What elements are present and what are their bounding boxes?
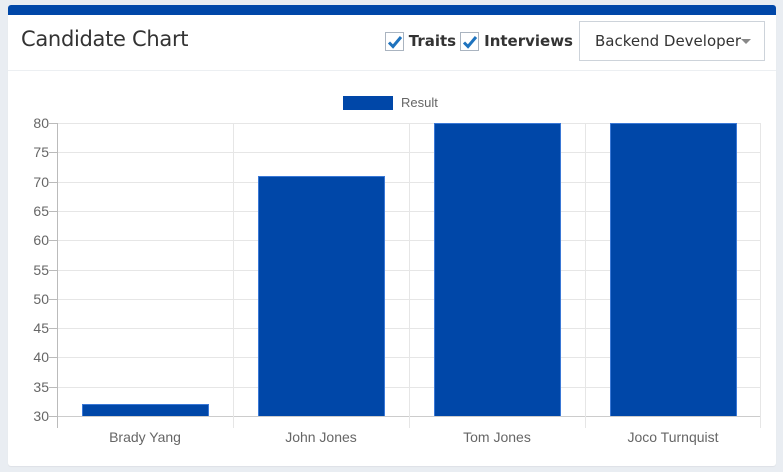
plot-area: 80 75 70 65 60 55 50 45 40 35 30 Brady Y… — [33, 115, 761, 445]
bar-joco-turnquist[interactable] — [609, 123, 737, 416]
vertical-gridline — [409, 123, 410, 428]
y-tick-label: 30 — [33, 408, 49, 424]
caret-down-icon — [741, 39, 751, 44]
traits-label: Traits — [408, 32, 457, 50]
interviews-label: Interviews — [484, 32, 573, 50]
gridline — [57, 240, 760, 241]
gridline — [57, 270, 760, 271]
gridline — [57, 387, 760, 388]
y-tick-label: 60 — [33, 232, 49, 248]
checkbox-checked-icon[interactable] — [460, 31, 480, 51]
y-tick-label: 55 — [33, 262, 49, 278]
gridline — [57, 357, 760, 358]
card-header: Candidate Chart Traits Interviews Backen… — [8, 15, 776, 71]
gridline — [57, 299, 760, 300]
gridline — [57, 211, 760, 212]
y-tick-label: 35 — [33, 379, 49, 395]
bar-chart: Result — [8, 71, 776, 466]
y-tick — [49, 387, 57, 388]
traits-checkbox[interactable]: Traits — [384, 31, 457, 51]
y-tick — [49, 152, 57, 153]
role-select-value: Backend Developer — [595, 32, 742, 50]
vertical-gridline — [585, 123, 586, 428]
y-tick — [49, 182, 57, 183]
chart-legend[interactable]: Result — [343, 95, 438, 110]
y-tick — [49, 328, 57, 329]
y-tick — [49, 416, 57, 417]
checkbox-checked-icon[interactable] — [384, 31, 404, 51]
bar-brady-yang[interactable] — [81, 404, 209, 416]
vertical-gridline — [760, 123, 761, 428]
y-tick-label: 45 — [33, 320, 49, 336]
gridline — [57, 328, 760, 329]
y-tick-label: 40 — [33, 349, 49, 365]
bar-john-jones[interactable] — [257, 175, 385, 416]
gridline — [57, 152, 760, 153]
card-title: Candidate Chart — [21, 27, 189, 51]
y-tick-label: 50 — [33, 291, 49, 307]
y-axis-line — [57, 123, 58, 428]
x-axis-line — [57, 416, 760, 417]
legend-swatch — [343, 95, 393, 110]
y-tick — [49, 270, 57, 271]
vertical-gridline — [233, 123, 234, 428]
y-tick — [49, 123, 57, 124]
y-tick-label: 65 — [33, 203, 49, 219]
gridline — [57, 123, 760, 124]
x-tick-label: Tom Jones — [463, 429, 531, 445]
x-tick-label: Brady Yang — [109, 429, 181, 445]
card-accent-bar — [8, 5, 776, 15]
y-tick — [49, 357, 57, 358]
y-tick-label: 70 — [33, 174, 49, 190]
y-tick — [49, 240, 57, 241]
y-tick-label: 75 — [33, 144, 49, 160]
y-tick — [49, 299, 57, 300]
y-tick — [49, 211, 57, 212]
y-tick-label: 80 — [33, 115, 49, 131]
candidate-chart-card: Candidate Chart Traits Interviews Backen… — [8, 5, 776, 466]
interviews-checkbox[interactable]: Interviews — [460, 31, 573, 51]
bar-tom-jones[interactable] — [433, 123, 561, 416]
x-tick-label: John Jones — [285, 429, 357, 445]
gridline — [57, 182, 760, 183]
role-select[interactable]: Backend Developer — [579, 21, 765, 61]
legend-label: Result — [401, 95, 438, 110]
x-tick-label: Joco Turnquist — [627, 429, 719, 445]
chart-controls: Traits Interviews Backend Developer — [384, 21, 765, 61]
